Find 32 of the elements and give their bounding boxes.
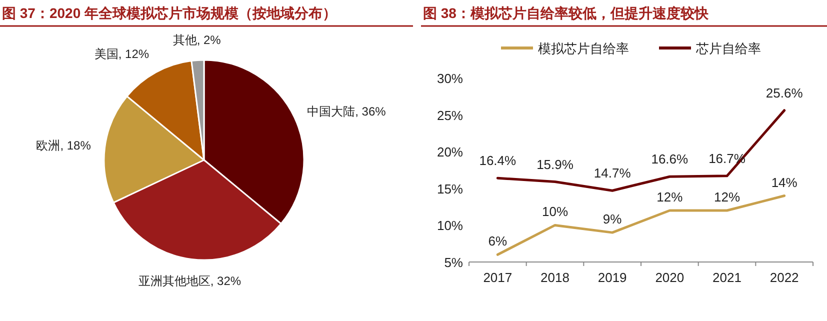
slice-label: 中国大陆, 36% xyxy=(307,104,386,118)
slice-label: 亚洲其他地区, 32% xyxy=(138,274,242,288)
y-tick-label: 5% xyxy=(444,255,464,270)
xtick: 2021 xyxy=(712,270,742,285)
y-tick-label: 15% xyxy=(436,181,464,196)
data-label: 10% xyxy=(542,204,568,220)
y-tick-label: 10% xyxy=(436,218,464,234)
xtick: 2022 xyxy=(770,270,799,285)
slice-label: 其他, 2% xyxy=(172,33,222,48)
xtick: 2020 xyxy=(655,270,684,285)
data-label: 12% xyxy=(656,189,684,204)
slice-label: 美国, 12% xyxy=(94,47,150,62)
chart-title: 图 38：模拟芯片自给率较低，但提升速度较快 xyxy=(423,5,710,21)
data-label: 9% xyxy=(602,212,622,227)
data-label: 15.9% xyxy=(536,156,574,172)
y-tick-label: 20% xyxy=(436,144,464,160)
data-label: 25.6% xyxy=(766,85,804,100)
xtick: 2017 xyxy=(483,270,512,285)
data-label: 16.4% xyxy=(479,153,517,168)
data-label: 14% xyxy=(771,174,798,190)
data-label: 12% xyxy=(714,189,740,204)
y-tick-label: 30% xyxy=(436,71,464,86)
legend-label: 模拟芯片自给率 xyxy=(538,41,629,56)
data-label: 6% xyxy=(488,234,508,249)
xtick: 2019 xyxy=(598,270,627,285)
y-tick-label: 25% xyxy=(436,108,464,123)
legend-label: 芯片自给率 xyxy=(695,41,761,56)
data-label: 14.7% xyxy=(594,166,632,181)
xtick: 2018 xyxy=(540,270,570,285)
chart-title: 图 37：2020 年全球模拟芯片市场规模（按地域分布） xyxy=(2,5,336,21)
slice-label: 欧洲, 18% xyxy=(36,138,92,153)
data-label: 16.6% xyxy=(651,152,689,167)
